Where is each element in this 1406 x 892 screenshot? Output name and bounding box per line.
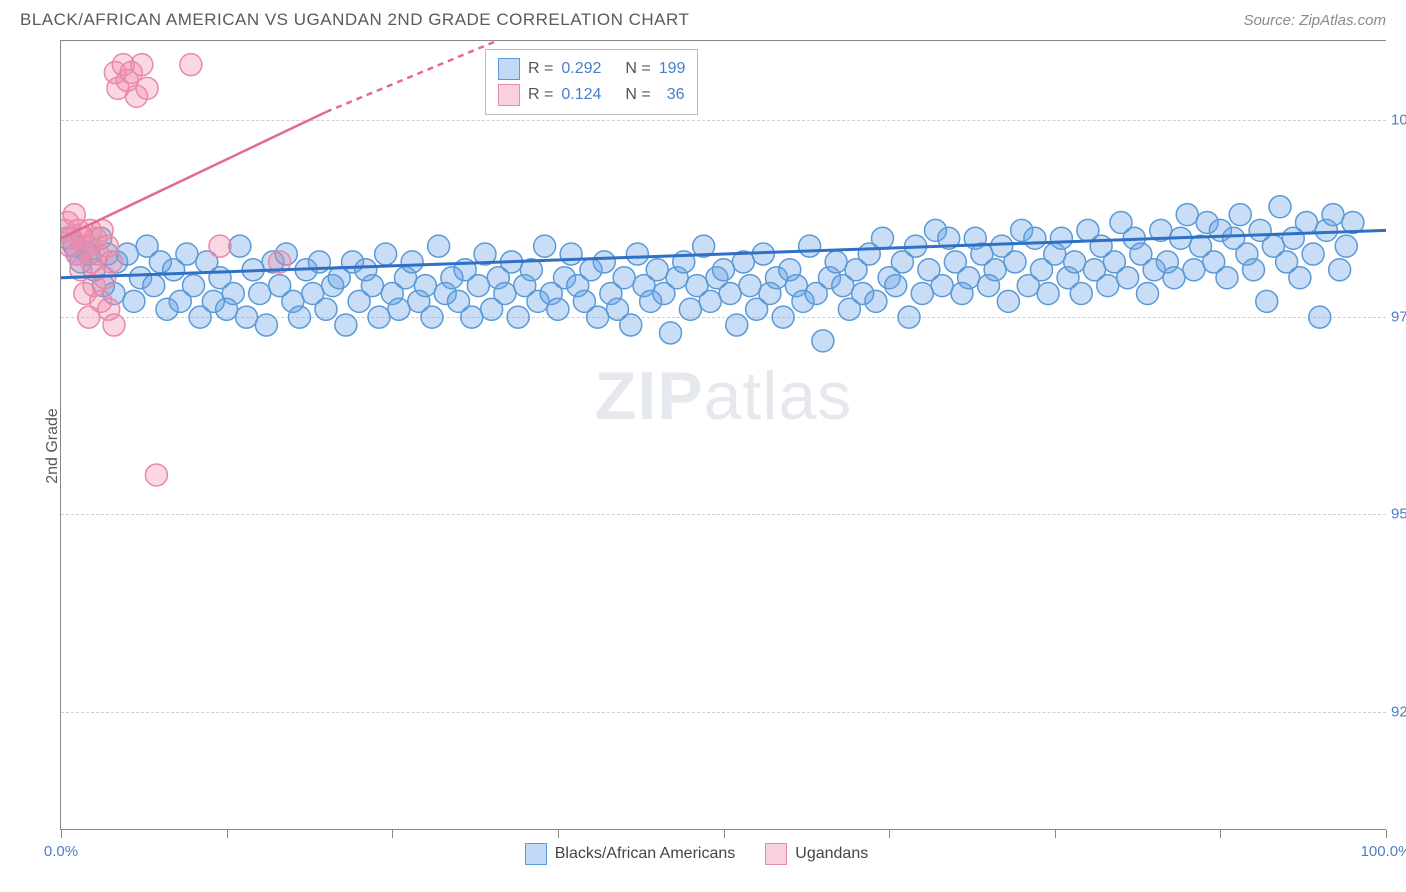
stat-n-value: 199 [659,60,686,78]
y-tick-label: 95.0% [1391,506,1406,523]
legend-label: Blacks/African Americans [555,845,736,863]
stat-r-value: 0.124 [561,86,601,104]
x-tick [724,830,725,838]
x-tick [392,830,393,838]
x-tick [889,830,890,838]
x-tick-label: 0.0% [44,843,78,860]
stats-legend-row: R = 0.292 N = 199 [498,56,685,82]
x-tick [1220,830,1221,838]
stats-legend-row: R = 0.124 N = 36 [498,82,685,108]
source-label: Source: ZipAtlas.com [1243,12,1386,29]
swatch-blue-icon [525,843,547,865]
stat-n-value: 36 [659,86,685,104]
x-tick [1055,830,1056,838]
chart-area: ZIPatlas R = 0.292 N = 199 R = 0.124 N =… [60,40,1386,830]
stat-r-label: R = [528,86,553,104]
legend-label: Ugandans [795,845,868,863]
x-tick [227,830,228,838]
y-tick-label: 92.5% [1391,703,1406,720]
swatch-blue-icon [498,58,520,80]
x-tick [61,830,62,838]
x-tick [1386,830,1387,838]
stat-r-label: R = [528,60,553,78]
legend-item: Ugandans [765,843,868,865]
x-tick [558,830,559,838]
legend-item: Blacks/African Americans [525,843,736,865]
stat-n-label: N = [625,60,650,78]
chart-title: BLACK/AFRICAN AMERICAN VS UGANDAN 2ND GR… [20,10,689,30]
scatter-plot [61,41,1386,830]
stat-n-label: N = [625,86,650,104]
y-tick-label: 97.5% [1391,309,1406,326]
y-tick-label: 100.0% [1391,111,1406,128]
series-legend: Blacks/African Americans Ugandans [525,843,868,865]
stats-legend: R = 0.292 N = 199 R = 0.124 N = 36 [485,49,698,115]
x-tick-label: 100.0% [1361,843,1406,860]
swatch-pink-icon [498,84,520,106]
stat-r-value: 0.292 [561,60,601,78]
swatch-pink-icon [765,843,787,865]
